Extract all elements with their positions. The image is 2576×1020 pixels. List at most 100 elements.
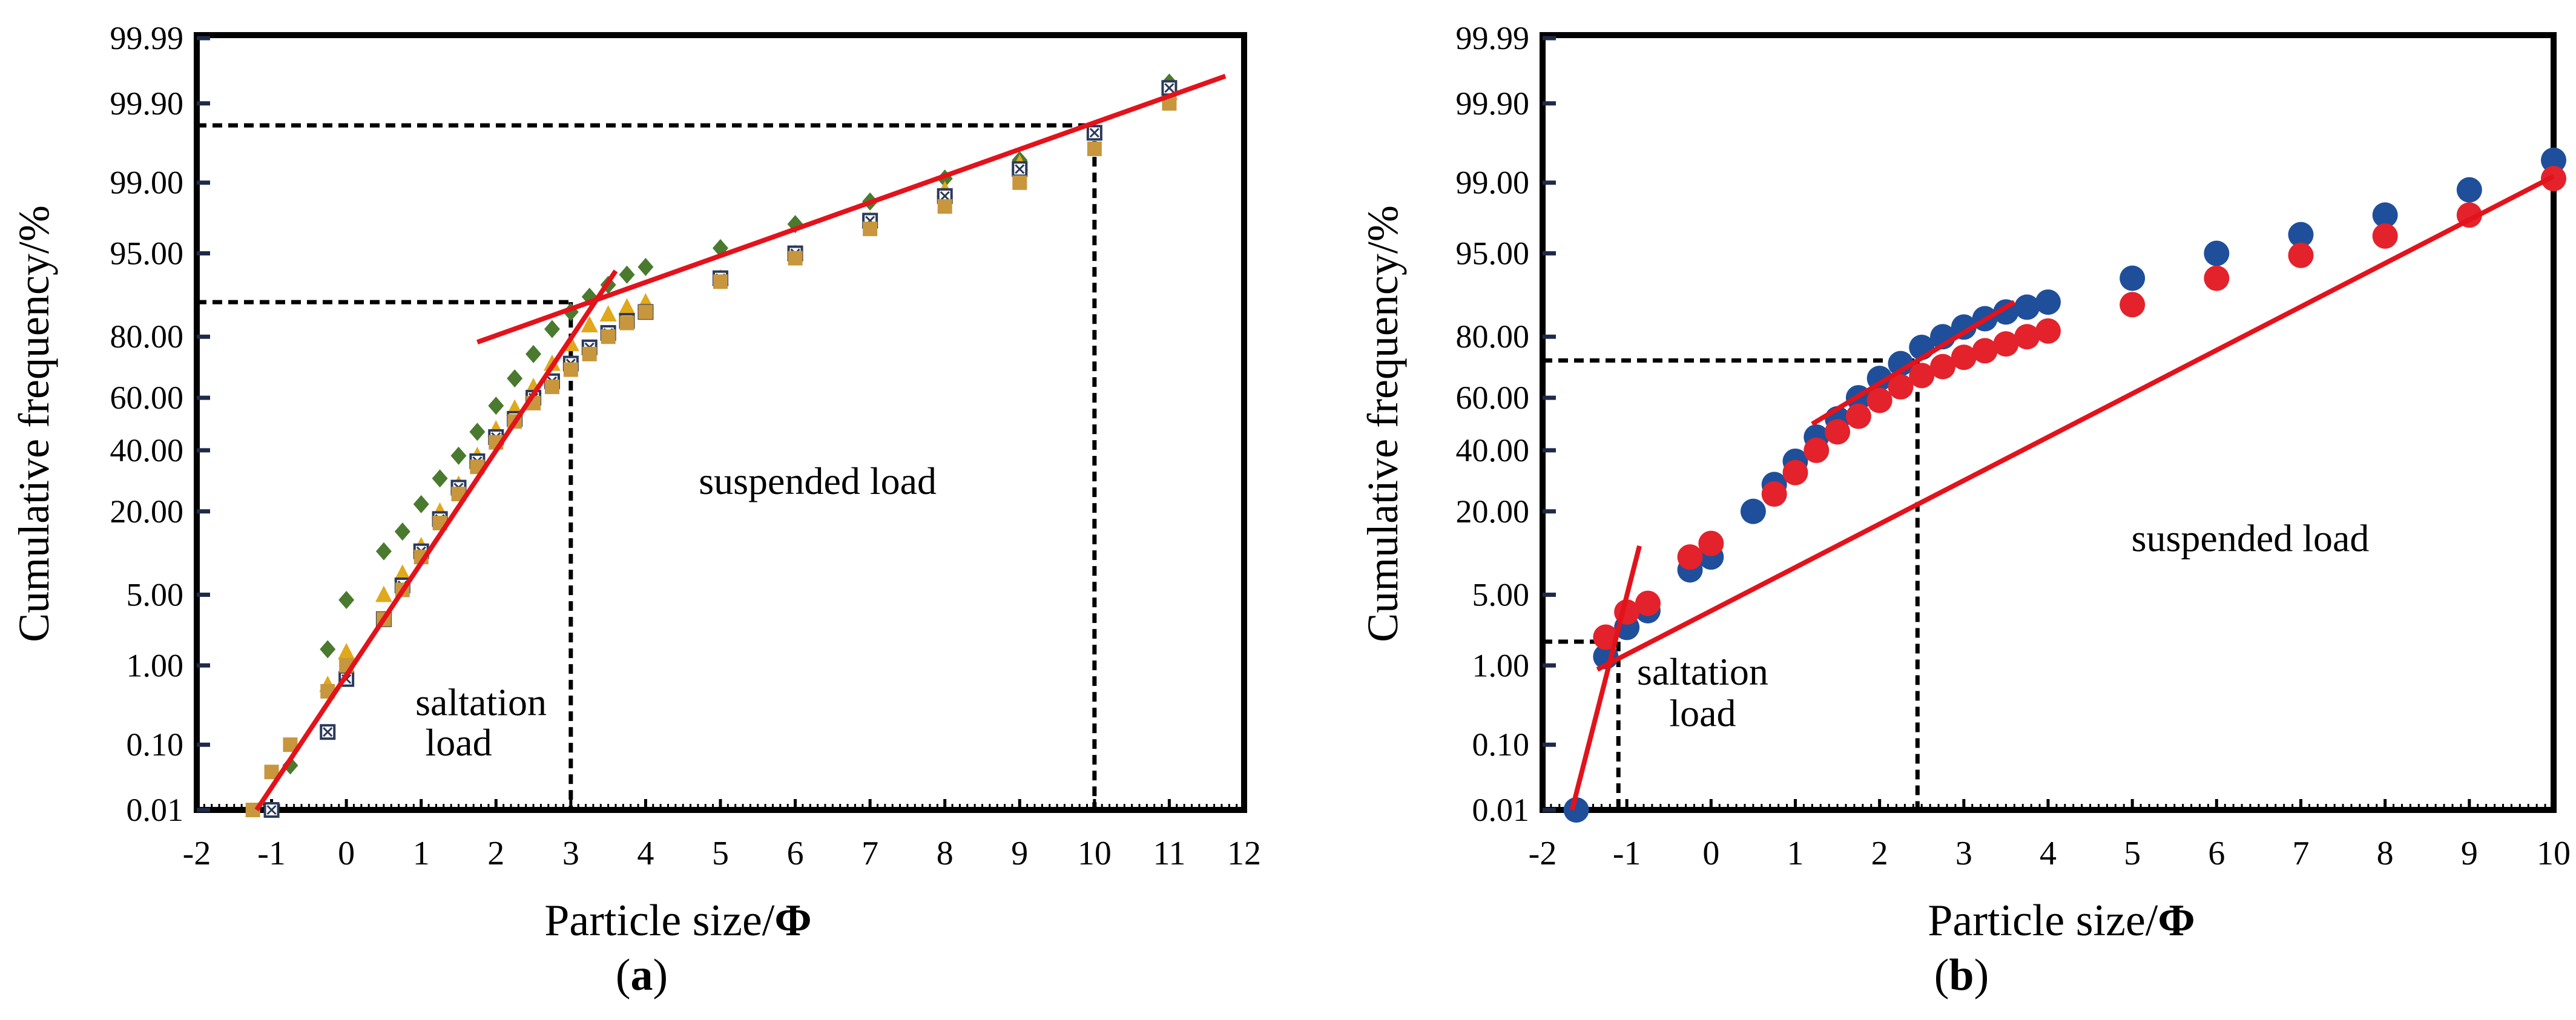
data-point-diamond: [525, 344, 542, 363]
data-point-cross: [323, 727, 333, 737]
x-tick-label: 3: [1955, 835, 1972, 872]
data-point-circle: [1635, 590, 1661, 616]
data-point-circle: [2120, 265, 2146, 291]
data-point-cross: [1089, 128, 1099, 138]
x-tick-label: 10: [2537, 835, 2571, 872]
panel-label-close: ): [1974, 950, 1989, 1000]
y-tick-label: 60.00: [110, 380, 184, 416]
data-point-square: [937, 199, 952, 214]
data-point-triangle: [375, 585, 392, 602]
data-point-diamond: [507, 369, 523, 388]
data-point-circle: [1888, 374, 1914, 400]
x-tick-label: 6: [2208, 835, 2225, 872]
x-tick-label: 3: [562, 835, 579, 872]
x-tick-label: 9: [2461, 835, 2478, 872]
data-point-diamond: [432, 469, 448, 488]
y-tick-label: 99.00: [110, 165, 184, 201]
data-point-circle: [2288, 242, 2314, 268]
data-point-circle: [2372, 202, 2398, 228]
annotation-text: load: [1669, 692, 1736, 735]
data-point-square: [544, 380, 559, 395]
y-tick-label: 5.00: [127, 576, 184, 613]
data-point-square: [619, 315, 634, 331]
x-tick-label: 5: [712, 835, 729, 872]
data-point-diamond: [619, 265, 635, 284]
y-tick-label: 80.00: [110, 318, 184, 355]
panel-label-close: ): [653, 950, 668, 1000]
y-tick-label: 99.00: [1456, 165, 1530, 201]
fit-line: [476, 74, 1227, 344]
x-tick-label: -2: [1529, 835, 1557, 872]
chart-panel-b: -2 -1 0 1 2 3 4 5 6 7 8 9 10 0.01 0.10 1.00 5.00 20.00 40.…: [1359, 20, 2571, 1000]
data-point-cross: [1164, 83, 1174, 93]
data-point-circle: [2541, 147, 2566, 173]
y-tick-label: 80.00: [1456, 318, 1530, 355]
data-point-circle: [1888, 350, 1914, 377]
data-point-diamond: [637, 257, 654, 276]
panel-label-open: (: [1934, 950, 1949, 1000]
y-tick-label: 5.00: [1472, 576, 1530, 613]
data-point-circle: [2204, 265, 2230, 291]
y-axis-label: Cumulative frequency/%: [10, 205, 58, 642]
data-point-circle: [1804, 437, 1830, 463]
x-tick-label: -1: [1613, 835, 1641, 872]
x-axis-label: Particle size/Φ: [1928, 896, 2195, 946]
data-point-square: [582, 346, 597, 361]
series-diamond: [282, 73, 1178, 775]
x-tick-label: -1: [257, 835, 286, 872]
x-tick-label: 8: [2377, 835, 2394, 872]
data-point-triangle: [394, 564, 411, 581]
plot-frame: [194, 32, 1247, 813]
y-tick-label: 99.90: [110, 85, 184, 122]
fit-line: [254, 269, 618, 812]
data-point-square: [1012, 175, 1027, 190]
data-point-diamond: [413, 495, 429, 513]
data-point-diamond: [338, 591, 355, 610]
data-point-circle: [1563, 797, 1589, 823]
data-point-circle: [1845, 403, 1871, 429]
y-tick-label: 40.00: [110, 432, 184, 469]
x-tick-label: 6: [787, 835, 804, 872]
x-tick-label: 2: [1871, 835, 1888, 872]
data-point-circle: [2372, 223, 2398, 249]
data-point-circle: [2456, 177, 2482, 203]
x-tick-label: 1: [1787, 835, 1804, 872]
fit-line: [1811, 300, 2016, 426]
annotation-text: suspended load: [2132, 517, 2370, 560]
data-point-triangle: [618, 298, 636, 315]
data-point-circle: [1951, 344, 1977, 370]
x-tick-label: -2: [183, 835, 211, 872]
x-tick-label: 2: [487, 835, 504, 872]
data-point-square: [788, 251, 803, 266]
data-point-diamond: [320, 640, 336, 659]
data-point-circle: [2204, 240, 2230, 266]
y-tick-label: 0.10: [127, 726, 184, 763]
data-point-square: [601, 329, 616, 344]
data-point-diamond: [282, 756, 298, 775]
panel-label-letter: b: [1949, 950, 1974, 1000]
y-tick-label: 95.00: [1456, 235, 1530, 272]
y-tick-label: 99.99: [110, 20, 184, 56]
y-tick-label: 99.90: [1456, 85, 1530, 122]
data-point-circle: [1698, 530, 1724, 556]
data-point-circle: [1740, 498, 1766, 524]
y-tick-label: 1.00: [127, 647, 184, 683]
y-tick-label: 1.00: [1472, 647, 1530, 683]
panel-label: (a): [616, 950, 668, 1000]
y-tick-label: 60.00: [1456, 380, 1530, 416]
data-point-cross: [266, 804, 277, 815]
panel-label-letter: a: [631, 950, 653, 1000]
annotation-text: saltation: [415, 681, 547, 724]
x-axis-label-symbol: Φ: [2158, 896, 2195, 946]
x-tick-label: 7: [861, 835, 878, 872]
data-point-circle: [1761, 481, 1787, 507]
data-point-circle: [1951, 314, 1977, 340]
series-red: [1593, 165, 2566, 650]
x-axis-label-text: Particle size/: [1928, 896, 2158, 946]
x-axis-label-symbol: Φ: [774, 896, 811, 946]
data-point-square: [713, 274, 728, 289]
data-point-circle: [2035, 289, 2061, 315]
data-point-circle: [1972, 338, 1998, 364]
data-point-circle: [1782, 459, 1808, 485]
